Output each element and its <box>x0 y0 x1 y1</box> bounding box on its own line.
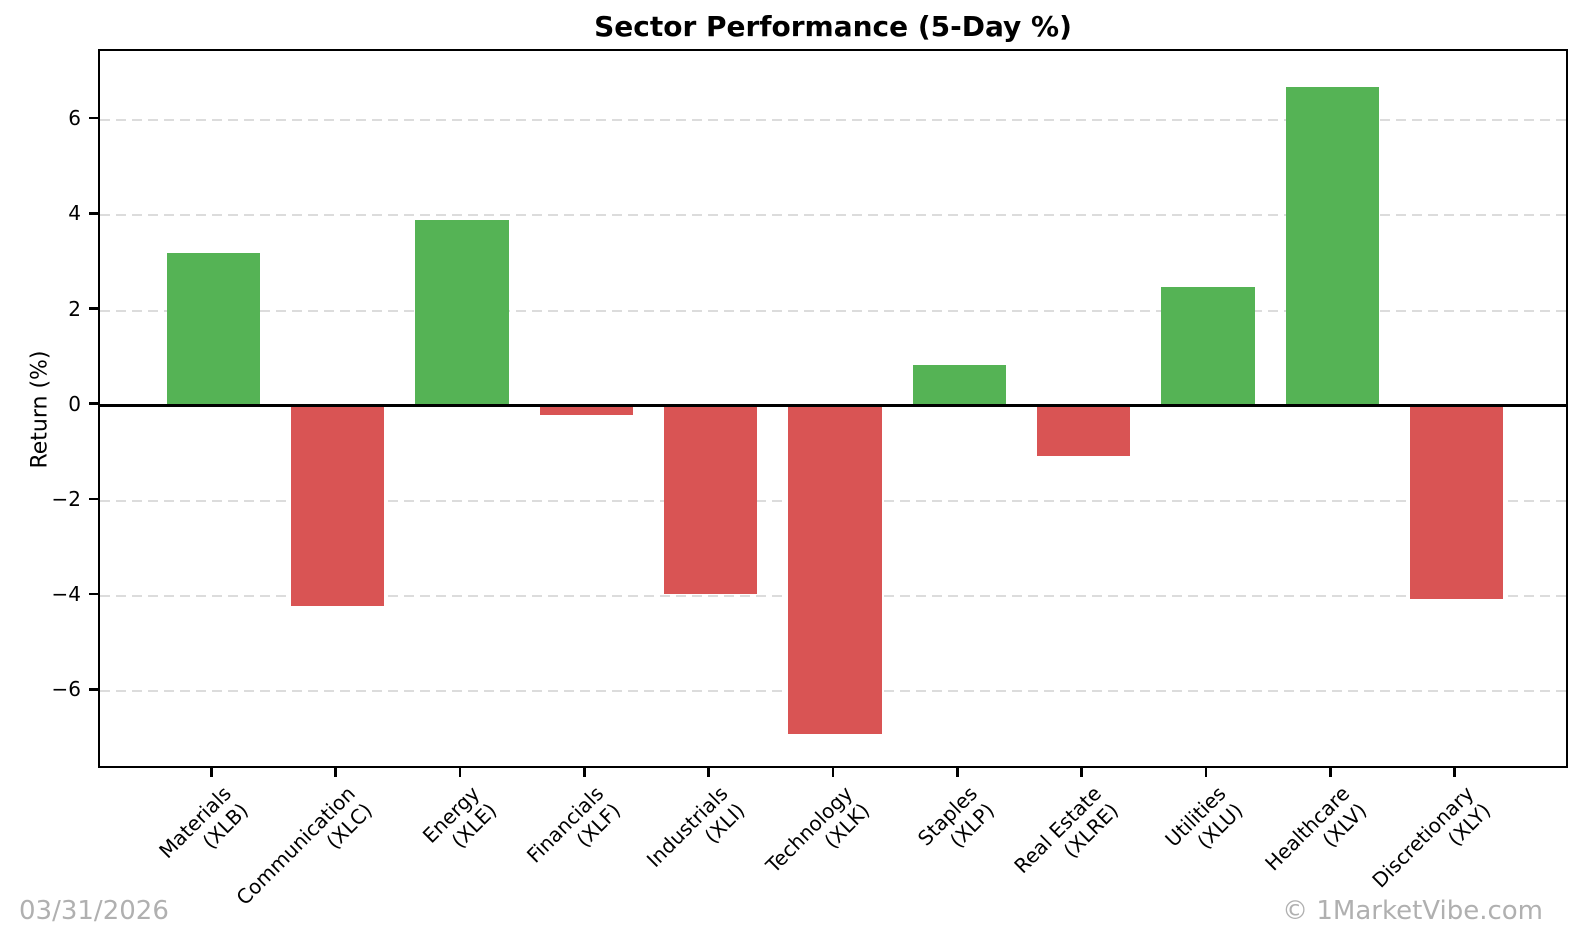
ytick-mark-minus-6 <box>89 688 98 691</box>
ytick-label-6: 6 <box>68 106 81 131</box>
gridline-6 <box>100 119 1566 122</box>
bar-communication-xlc <box>291 405 385 606</box>
xtick-label-materials-xlb: Materials (XLB) <box>154 781 253 880</box>
bar-discretionary-xly <box>1409 405 1504 599</box>
xtick-mark-industrials <box>707 768 710 777</box>
xtick-mark-technology <box>831 768 835 777</box>
xtick-mark-real-estate <box>1080 768 1083 777</box>
xtick-label-financials-xlf: Financials (XLF) <box>522 781 626 885</box>
gridline-4 <box>100 214 1566 217</box>
xtick-mark-energy <box>458 768 462 777</box>
xtick-label-staples-xlp: Staples (XLP) <box>912 781 999 868</box>
xtick-mark-utilities <box>1204 768 1208 777</box>
bar-real-estate-xlre <box>1037 405 1131 456</box>
bar-financials-xlf <box>539 405 633 416</box>
ytick-label-2: 2 <box>68 296 81 321</box>
ytick-mark-2 <box>89 307 98 310</box>
xtick-label-energy-xle: Energy (XLE) <box>418 781 502 865</box>
xtick-mark-healthcare <box>1329 768 1332 777</box>
xtick-mark-staples <box>956 768 959 777</box>
ytick-mark-minus-2 <box>89 497 98 501</box>
watermark-date: 03/31/2026 <box>19 896 169 926</box>
xtick-label-real-estate-xlre: Real Estate (XLRE) <box>1009 781 1123 895</box>
ytick-mark-0 <box>89 402 98 405</box>
xtick-mark-financials <box>583 768 586 777</box>
bar-utilities-xlu <box>1161 286 1255 406</box>
ytick-mark-minus-4 <box>89 592 98 596</box>
xtick-mark-communication <box>334 768 337 777</box>
chart-title: Sector Performance (5-Day %) <box>594 10 1072 43</box>
xtick-label-communication-xlc: Communication (XLC) <box>232 781 377 927</box>
ytick-label-minus-4: −4 <box>51 582 81 607</box>
gridline-2 <box>100 309 1566 312</box>
bar-materials-xlb <box>166 253 261 406</box>
bar-energy-xle <box>415 220 509 406</box>
ytick-label-0: 0 <box>68 391 81 416</box>
ytick-mark-4 <box>89 212 98 215</box>
ytick-label-4: 4 <box>68 201 81 226</box>
xtick-label-healthcare-xlv: Healthcare (XLV) <box>1260 781 1371 892</box>
watermark-brand: © 1MarketVibe.com <box>1282 896 1543 926</box>
xtick-mark-materials <box>210 768 213 777</box>
xtick-mark-discretionary <box>1453 768 1456 777</box>
bar-staples-xlp <box>912 365 1006 406</box>
xtick-label-industrials-xli: Industrials (XLI) <box>642 781 750 889</box>
ytick-label-minus-6: −6 <box>51 677 81 702</box>
plot-area <box>98 49 1568 768</box>
ytick-label-minus-2: −2 <box>51 486 81 511</box>
xtick-label-utilities-xlu: Utilities (XLU) <box>1160 781 1248 869</box>
xtick-label-technology-xlk: Technology (XLK) <box>761 781 875 895</box>
bar-industrials-xli <box>664 405 758 594</box>
xtick-label-discretionary-xly: Discretionary (XLY) <box>1368 781 1496 909</box>
bar-healthcare-xlv <box>1285 86 1379 406</box>
ytick-mark-6 <box>89 116 98 120</box>
zero-axis-line <box>100 404 1566 408</box>
bar-technology-xlk <box>788 405 882 735</box>
